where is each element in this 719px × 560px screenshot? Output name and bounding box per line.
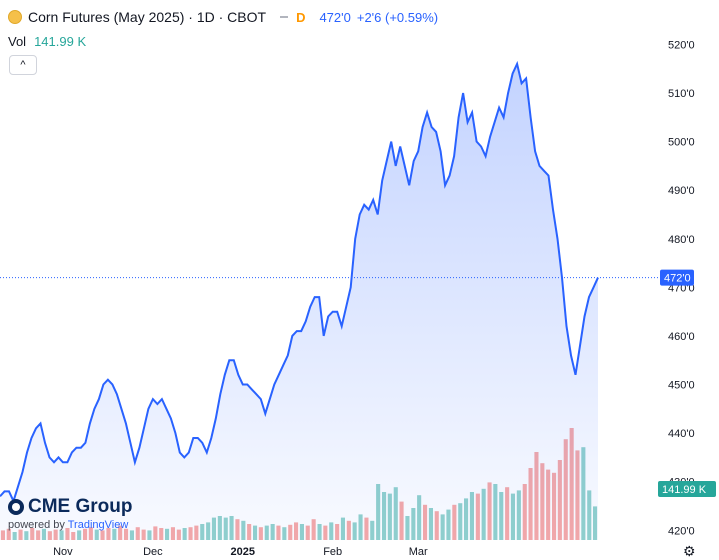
x-tick-label: Nov xyxy=(53,546,73,558)
last-price: 472'0 xyxy=(319,9,351,25)
price-line xyxy=(0,60,599,504)
cme-globe-icon xyxy=(8,499,24,515)
y-tick-label: 490'0 xyxy=(668,185,695,197)
symbol-title[interactable]: Corn Futures (May 2025) · 1D · CBOT xyxy=(28,9,267,25)
powered-by-label: powered by xyxy=(8,519,65,531)
gear-icon[interactable]: ⚙ xyxy=(683,543,696,559)
chart-header: Corn Futures (May 2025) · 1D · CBOT D 47… xyxy=(8,8,438,26)
price-area xyxy=(0,63,598,541)
platform-name: TradingView xyxy=(67,519,129,531)
y-tick-label: 500'0 xyxy=(668,137,695,149)
y-tick-label: 460'0 xyxy=(668,331,695,343)
y-tick-label: 450'0 xyxy=(668,380,695,392)
y-tick-label: 420'0 xyxy=(668,525,695,537)
price-tag-label: 472'0 xyxy=(664,273,691,285)
volume-tag-label: 141.99 K xyxy=(662,484,707,496)
y-tick-label: 510'0 xyxy=(668,88,695,100)
price-axis[interactable]: 520'0510'0500'0490'0480'0470'0460'0450'0… xyxy=(668,39,695,537)
price-tag: 472'0 xyxy=(660,269,694,286)
time-axis[interactable]: Nov Dec 2025 Feb Mar xyxy=(53,546,428,558)
volume-legend: Vol 141.99 K xyxy=(8,34,86,49)
volume-tag: 141.99 K xyxy=(658,481,716,497)
x-tick-label: Feb xyxy=(323,546,342,558)
y-tick-label: 480'0 xyxy=(668,234,695,246)
x-tick-label: 2025 xyxy=(231,546,255,558)
data-source-badge: D xyxy=(296,9,306,25)
volume-label: Vol xyxy=(8,34,27,49)
volume-value: 141.99 K xyxy=(34,34,87,49)
cme-logo[interactable]: CME Group powered by TradingView xyxy=(8,496,133,531)
y-tick-label: 520'0 xyxy=(668,39,695,51)
price-change: +2'6 (+0.59%) xyxy=(356,9,439,25)
logo-name: CME Group xyxy=(28,496,133,517)
corn-symbol-icon xyxy=(8,10,22,24)
line-style-icon xyxy=(280,16,289,18)
chevron-up-icon: ^ xyxy=(20,59,26,71)
y-tick-label: 440'0 xyxy=(668,428,695,440)
x-tick-label: Mar xyxy=(409,546,428,558)
collapse-legend-button[interactable]: ^ xyxy=(9,55,37,75)
x-tick-label: Dec xyxy=(143,546,163,558)
